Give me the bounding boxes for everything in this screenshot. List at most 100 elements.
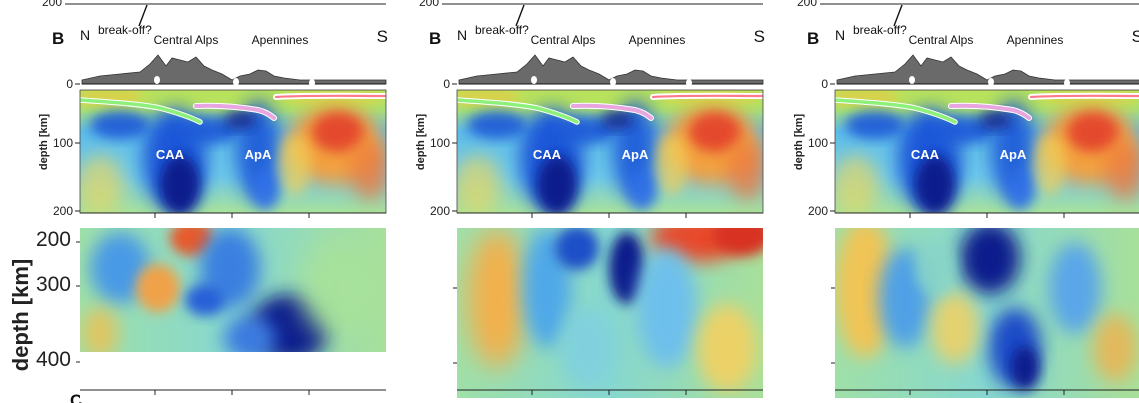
tomography-section-top bbox=[79, 89, 387, 214]
velocity-anomaly-blob bbox=[979, 110, 1011, 130]
apennines-label: Apennines bbox=[629, 33, 686, 47]
bottom-panel-letter: C bbox=[70, 391, 82, 403]
velocity-anomaly-blob bbox=[689, 112, 741, 152]
top-cut-tick-label: 200 bbox=[42, 0, 62, 9]
adriatic-slab bbox=[651, 94, 763, 99]
velocity-anomaly-blob bbox=[601, 110, 633, 130]
velocity-anomaly-blob bbox=[224, 316, 276, 360]
profile-marker bbox=[686, 79, 692, 87]
velocity-anomaly-blob bbox=[467, 111, 527, 139]
velocity-anomaly-blob bbox=[835, 228, 895, 358]
depth-axis-label: depth [km] bbox=[8, 259, 33, 371]
south-label: S bbox=[377, 27, 388, 46]
bottom-tick-200: 200 bbox=[36, 228, 71, 251]
profile-marker bbox=[154, 76, 160, 84]
north-label: N bbox=[457, 27, 467, 43]
apennine-slab bbox=[194, 103, 276, 120]
velocity-anomaly-blob bbox=[697, 304, 757, 392]
bottom-tick-300: 300 bbox=[36, 273, 71, 296]
velocity-anomaly-blob bbox=[185, 284, 225, 316]
velocity-anomaly-blob bbox=[1067, 112, 1119, 152]
tomography-section-bottom bbox=[831, 228, 1139, 398]
velocity-anomaly-blob bbox=[80, 155, 124, 213]
apennine-slab bbox=[571, 103, 653, 120]
profile-marker bbox=[988, 78, 994, 86]
top-tick-label: 200 bbox=[53, 204, 73, 218]
top-cut-tick-label: 200 bbox=[797, 0, 817, 9]
profile-marker bbox=[233, 78, 239, 86]
panel-letter-b: B bbox=[429, 29, 441, 48]
velocity-anomaly-blob bbox=[1105, 140, 1139, 200]
topography-profile bbox=[836, 54, 1139, 85]
adriatic-slab bbox=[274, 94, 386, 99]
velocity-anomaly-blob bbox=[1006, 170, 1034, 210]
top-tick-label: 0 bbox=[443, 77, 450, 91]
breakoff-pointer-line bbox=[138, 4, 148, 27]
profile-marker bbox=[531, 76, 537, 84]
top-tick-label: 0 bbox=[821, 77, 828, 91]
breakoff-label: break-off? bbox=[475, 23, 529, 37]
top-tick-label: 100 bbox=[53, 136, 73, 150]
velocity-anomaly-blob bbox=[915, 155, 955, 213]
anomaly-label-caa: CAA bbox=[156, 147, 185, 162]
velocity-anomaly-blob bbox=[1011, 346, 1039, 390]
tomography-section-top bbox=[834, 89, 1139, 214]
velocity-anomaly-blob bbox=[727, 140, 763, 200]
velocity-anomaly-blob bbox=[160, 155, 200, 213]
central-alps-label: Central Alps bbox=[154, 33, 219, 47]
profile-marker bbox=[610, 78, 616, 86]
top-cut-tick-label: 200 bbox=[419, 0, 439, 9]
top-tick-label: 100 bbox=[808, 136, 828, 150]
top-depth-axis-label: depth [km] bbox=[793, 114, 805, 171]
velocity-anomaly-blob bbox=[609, 232, 645, 304]
bottom-section-clip bbox=[80, 228, 386, 398]
north-label: N bbox=[835, 27, 845, 43]
velocity-anomaly-blob bbox=[279, 135, 311, 195]
apennines-label: Apennines bbox=[252, 33, 309, 47]
velocity-anomaly-blob bbox=[656, 135, 688, 195]
breakoff-pointer-line bbox=[515, 4, 525, 27]
velocity-anomaly-blob bbox=[136, 264, 180, 312]
velocity-anomaly-blob bbox=[170, 228, 214, 256]
velocity-anomaly-blob bbox=[90, 111, 150, 139]
apennine-slab bbox=[949, 103, 1031, 120]
anomaly-label-caa: CAA bbox=[911, 147, 940, 162]
velocity-anomaly-blob bbox=[312, 112, 364, 152]
bottom-section-clip bbox=[457, 228, 763, 398]
velocity-anomaly-blob bbox=[835, 155, 879, 213]
velocity-anomaly-blob bbox=[555, 228, 599, 270]
velocity-anomaly-blob bbox=[467, 228, 527, 368]
top-tick-label: 200 bbox=[808, 204, 828, 218]
central-alps-label: Central Alps bbox=[909, 33, 974, 47]
tomography-section-top bbox=[456, 89, 764, 214]
anomaly-label-apa: ApA bbox=[622, 147, 649, 162]
profile-marker bbox=[309, 79, 315, 87]
tomography-section-bottom bbox=[76, 228, 386, 398]
velocity-anomaly-blob bbox=[300, 238, 380, 338]
velocity-anomaly-blob bbox=[82, 307, 118, 359]
apennines-label: Apennines bbox=[1007, 33, 1064, 47]
tomography-section-bottom bbox=[453, 228, 763, 398]
velocity-anomaly-blob bbox=[1049, 242, 1101, 334]
velocity-anomaly-blob bbox=[628, 170, 656, 210]
panel-letter-b: B bbox=[807, 29, 819, 48]
breakoff-pointer-line bbox=[893, 4, 903, 27]
alpine-slab bbox=[835, 98, 957, 124]
north-label: N bbox=[80, 27, 90, 43]
velocity-anomaly-blob bbox=[90, 232, 150, 304]
alpine-slab bbox=[80, 98, 202, 124]
top-tick-label: 0 bbox=[66, 77, 73, 91]
velocity-anomaly-blob bbox=[845, 111, 905, 139]
bottom-tick-400: 400 bbox=[36, 348, 71, 371]
velocity-anomaly-blob bbox=[561, 308, 613, 388]
adriatic-slab bbox=[1029, 94, 1139, 99]
tomography-section-clip bbox=[835, 90, 1139, 213]
velocity-anomaly-blob bbox=[224, 110, 256, 130]
velocity-anomaly-blob bbox=[960, 228, 1020, 294]
top-depth-axis-label: depth [km] bbox=[415, 114, 427, 171]
breakoff-label: break-off? bbox=[853, 23, 907, 37]
anomaly-label-apa: ApA bbox=[1000, 147, 1027, 162]
breakoff-label: break-off? bbox=[98, 23, 152, 37]
